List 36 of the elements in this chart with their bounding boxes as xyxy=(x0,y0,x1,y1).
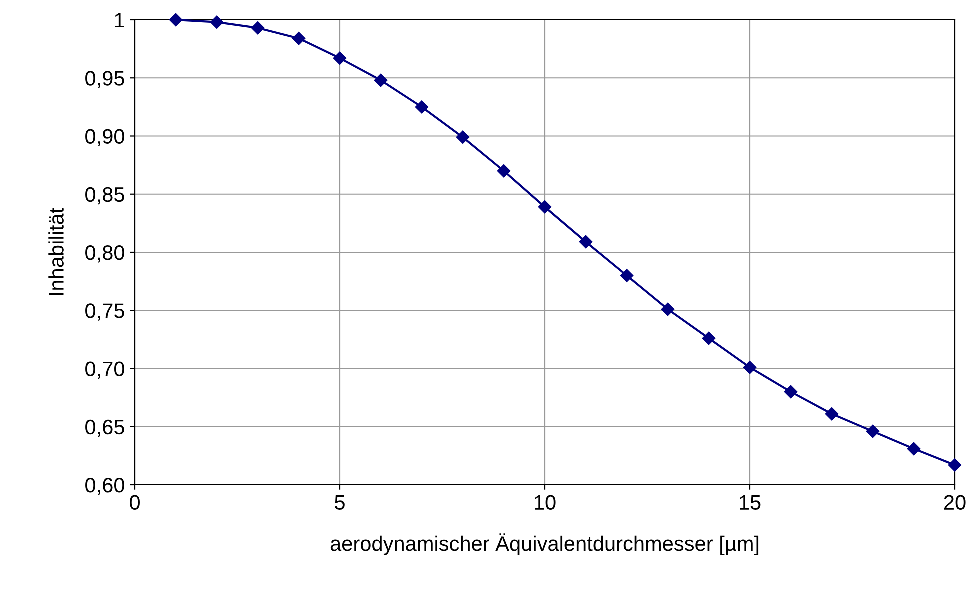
point xyxy=(825,408,839,421)
y-tick-label: 0,60 xyxy=(86,478,124,496)
point xyxy=(292,32,306,46)
point xyxy=(784,385,798,399)
point xyxy=(497,164,511,178)
y-tick-label: 0,80 xyxy=(86,246,124,263)
y-tick-label: 0,85 xyxy=(86,187,124,205)
x-tick-label: 5 xyxy=(335,495,345,510)
point xyxy=(538,200,552,214)
y-tick-label: 0,70 xyxy=(86,362,124,379)
x-tick-label: 15 xyxy=(740,495,761,510)
x-tick-label: 20 xyxy=(944,495,966,510)
point xyxy=(169,13,183,27)
point xyxy=(620,269,634,282)
point xyxy=(743,361,757,374)
x-tick-label: 0 xyxy=(130,495,140,510)
point xyxy=(415,100,429,114)
y-tick-label: 0,75 xyxy=(86,304,124,321)
point xyxy=(948,458,962,472)
y-tick-label: 0,90 xyxy=(86,129,124,146)
point xyxy=(907,442,921,456)
y-tick-label: 0,65 xyxy=(86,420,124,438)
point xyxy=(210,16,224,29)
y-tick-label: 0,95 xyxy=(86,71,124,88)
point xyxy=(579,235,593,249)
point xyxy=(866,424,880,438)
point xyxy=(374,74,388,88)
x-tick-label: 10 xyxy=(535,495,556,510)
x-axis-title: aerodynamischer Äquivalentdurchmesser [µm] xyxy=(330,534,759,556)
y-axis-title: Inhabilität xyxy=(48,208,64,296)
point xyxy=(251,22,265,35)
y-tick-label: 1 xyxy=(115,13,124,28)
point xyxy=(661,302,675,316)
point xyxy=(702,332,716,346)
point xyxy=(456,130,470,144)
point xyxy=(333,52,347,65)
